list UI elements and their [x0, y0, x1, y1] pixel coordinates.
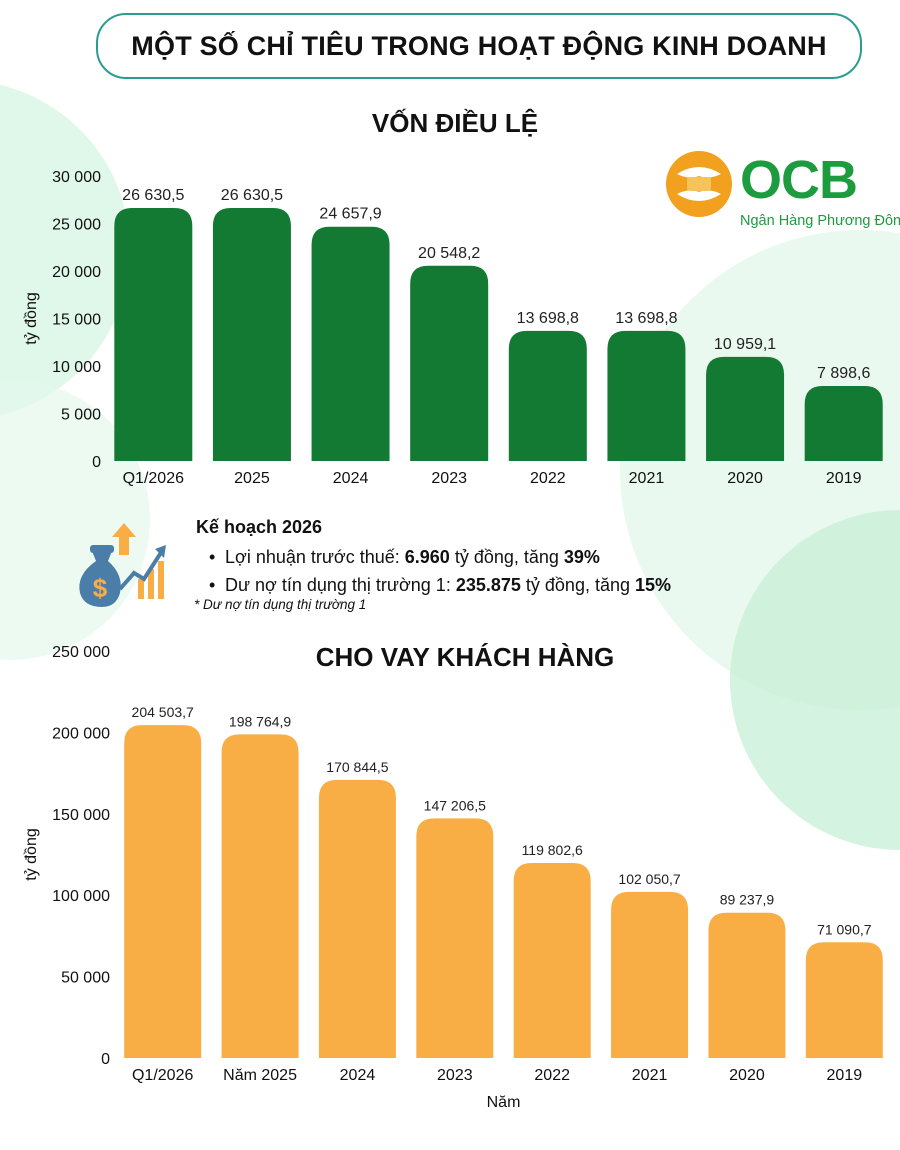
bar [311, 226, 390, 461]
x-tick-label: Q1/2026 [132, 1067, 193, 1084]
bar-value-label: 204 503,7 [132, 704, 194, 720]
bar [508, 330, 587, 461]
page-title: MỘT SỐ CHỈ TIÊU TRONG HOẠT ĐỘNG KINH DOA… [131, 30, 827, 61]
bar [706, 356, 785, 461]
y-tick-label: 150 000 [52, 807, 110, 824]
x-tick-label: 2022 [534, 1067, 570, 1084]
bar-value-label: 26 630,5 [122, 187, 184, 204]
bar [124, 725, 202, 1058]
y-tick-label: 10 000 [52, 359, 101, 376]
bar-value-label: 89 237,9 [720, 892, 775, 908]
x-tick-label: 2019 [827, 1067, 863, 1084]
page-header: MỘT SỐ CHỈ TIÊU TRONG HOẠT ĐỘNG KINH DOA… [96, 13, 862, 79]
money-bag-growth-icon: $ [79, 523, 166, 607]
y-axis-label: tỷ đồng [23, 292, 40, 344]
y-tick-label: 100 000 [52, 888, 110, 905]
y-tick-label: 5 000 [61, 407, 101, 424]
profit-value: 6.960 [404, 547, 450, 567]
plan-item-profit: Lợi nhuận trước thuế: 6.960 tỷ đồng, tăn… [209, 543, 671, 571]
ocb-logo: OCB Ngân Hàng Phương Đông [665, 148, 900, 238]
ocb-emblem-icon [666, 151, 732, 217]
plan-title: Kế hoạch 2026 [196, 517, 323, 537]
bar-value-label: 20 548,2 [418, 245, 480, 262]
plan-footnote: * Dư nợ tín dụng thị trường 1 [194, 597, 367, 612]
y-tick-label: 200 000 [52, 725, 110, 742]
x-tick-label: 2024 [340, 1067, 376, 1084]
bar-value-label: 71 090,7 [817, 921, 872, 937]
y-tick-label: 50 000 [61, 970, 110, 987]
bar-value-label: 198 764,9 [229, 713, 291, 729]
bar [221, 734, 299, 1058]
x-tick-label: 2021 [629, 470, 665, 487]
bar-value-label: 13 698,8 [615, 310, 677, 327]
x-tick-label: 2020 [727, 470, 763, 487]
y-tick-label: 0 [92, 454, 101, 471]
x-tick-label: 2021 [632, 1067, 668, 1084]
customer-loans-chart: 0 50 000 100 000 150 000 200 000 250 000 tỷ đồ… [23, 644, 883, 1111]
y-axis-label: tỷ đồng [23, 828, 40, 880]
charter-capital-title: VỐN ĐIỀU LỆ [371, 108, 539, 138]
bar [318, 779, 396, 1058]
plan-item-credit: Dư nợ tín dụng thị trường 1: 235.875 tỷ … [209, 571, 671, 599]
x-tick-label: Năm 2025 [223, 1067, 297, 1084]
bar-value-label: 170 844,5 [326, 759, 388, 775]
logo-text: OCB [740, 150, 858, 210]
x-tick-label: Q1/2026 [123, 470, 184, 487]
loans-title: CHO VAY KHÁCH HÀNG [315, 642, 615, 672]
y-tick-label: 30 000 [52, 169, 101, 186]
x-tick-label: 2022 [530, 470, 566, 487]
bar-value-label: 147 206,5 [424, 797, 486, 813]
x-tick-label: 2025 [234, 470, 270, 487]
bar [708, 912, 786, 1058]
x-tick-label: 2023 [437, 1067, 473, 1084]
bar-value-label: 24 657,9 [319, 206, 381, 223]
profit-growth: 39% [563, 547, 600, 567]
bar [513, 862, 591, 1058]
x-tick-label: 2020 [729, 1067, 765, 1084]
bar-value-label: 26 630,5 [221, 187, 283, 204]
logo-subtitle: Ngân Hàng Phương Đông [740, 213, 900, 229]
plan-list: Lợi nhuận trước thuế: 6.960 tỷ đồng, tăn… [209, 543, 671, 599]
credit-value: 235.875 [455, 575, 521, 595]
bar [212, 208, 291, 461]
x-tick-label: 2019 [826, 470, 862, 487]
bar [611, 891, 689, 1058]
y-tick-label: 250 000 [52, 644, 110, 661]
svg-text:$: $ [93, 573, 108, 603]
bar-value-label: 10 959,1 [714, 336, 776, 353]
bar [416, 818, 494, 1058]
bar-value-label: 13 698,8 [517, 310, 579, 327]
bar [607, 330, 686, 461]
x-tick-label: 2023 [431, 470, 467, 487]
x-axis-label: Năm [487, 1094, 521, 1111]
x-tick-label: 2024 [333, 470, 369, 487]
bar [114, 208, 193, 461]
charter-capital-chart: 0 5 000 10 000 15 000 20 000 25 000 30 000 tỷ đ… [23, 169, 883, 487]
y-tick-label: 15 000 [52, 312, 101, 329]
plan-2026-box: $ Kế hoạch 2026 Lợi nhuận trước thuế: 6.… [76, 515, 756, 625]
bar [804, 385, 883, 461]
bar-value-label: 7 898,6 [817, 365, 870, 382]
y-tick-label: 25 000 [52, 217, 101, 234]
credit-growth: 15% [635, 575, 672, 595]
bar [805, 942, 883, 1058]
y-tick-label: 20 000 [52, 264, 101, 281]
y-tick-label: 0 [101, 1051, 110, 1068]
bar-value-label: 102 050,7 [618, 871, 680, 887]
bar [410, 265, 489, 461]
bar-value-label: 119 802,6 [522, 842, 583, 858]
